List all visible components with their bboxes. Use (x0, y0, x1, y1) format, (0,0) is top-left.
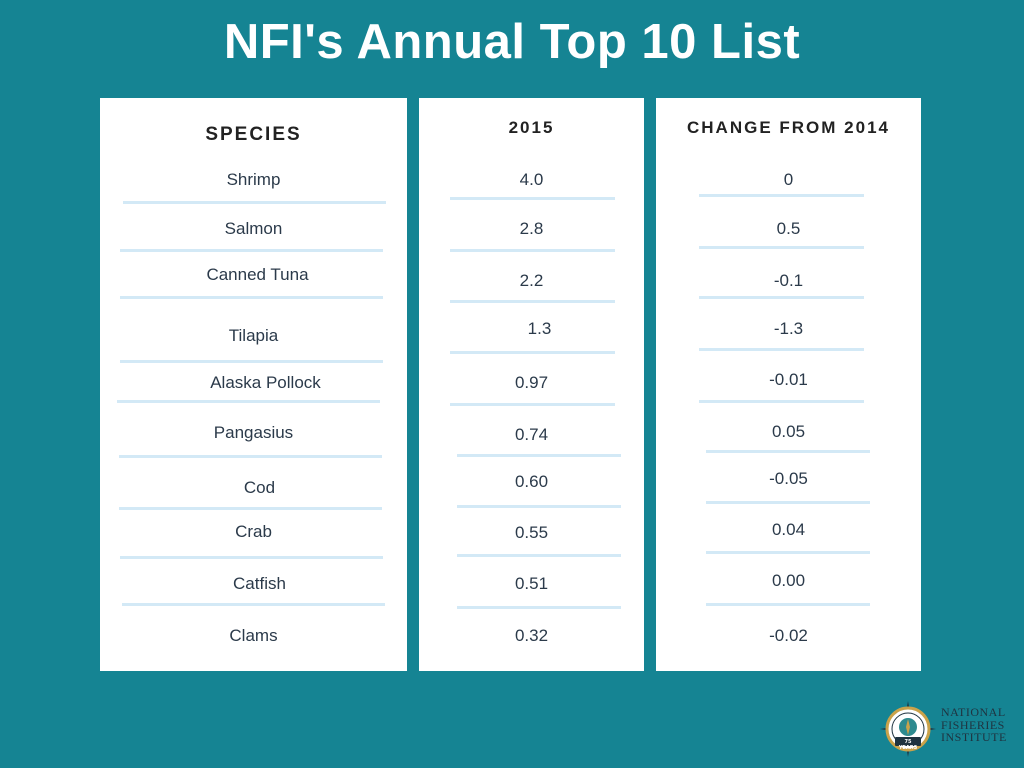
species-cell: Salmon (224, 219, 283, 238)
species-cell: Shrimp (226, 170, 281, 189)
species-cell: Catfish (233, 574, 286, 593)
row-divider (699, 400, 864, 403)
value-2015-cell: 0.32 (514, 626, 549, 645)
row-divider (699, 348, 864, 351)
change-cell: 0.04 (771, 520, 806, 539)
change-cell: -0.02 (769, 626, 808, 645)
row-divider (122, 603, 385, 606)
change-cell: -0.1 (773, 271, 804, 290)
value-2015-cell: 0.55 (514, 523, 549, 542)
row-divider (120, 360, 383, 363)
row-divider (699, 246, 864, 249)
logo-line-3: INSTITUTE (941, 730, 1007, 744)
species-column-panel: SPECIES Shrimp Salmon Canned Tuna Tilapia Al… (100, 98, 407, 671)
row-divider (457, 554, 621, 557)
change-cell: 0.5 (776, 219, 801, 238)
row-divider (117, 400, 380, 403)
species-cell: Crab (235, 522, 272, 541)
row-divider (706, 501, 870, 504)
year-2015-column-panel: 2015 4.0 2.8 2.2 1.3 0.97 0.74 0.60 0.55 0.51 0.3… (419, 98, 644, 671)
change-cell: 0.05 (771, 422, 806, 441)
row-divider (120, 249, 383, 252)
species-cell: Canned Tuna (206, 265, 309, 284)
species-column-header: SPECIES (205, 124, 302, 145)
value-2015-cell: 2.8 (519, 219, 544, 238)
species-cell: Tilapia (228, 326, 279, 345)
change-column-header: CHANGE FROM 2014 (687, 118, 890, 137)
row-divider (699, 194, 864, 197)
row-divider (706, 603, 870, 606)
row-divider (120, 296, 383, 299)
page-title: NFI's Annual Top 10 List (223, 15, 801, 69)
row-divider (699, 296, 864, 299)
row-divider (450, 403, 615, 406)
species-cell: Cod (243, 478, 276, 497)
species-cell: Alaska Pollock (210, 373, 321, 392)
row-divider (119, 455, 382, 458)
row-divider (120, 556, 383, 559)
change-cell: -0.05 (769, 469, 808, 488)
logo-line-1: NATIONAL (941, 705, 1006, 719)
year-2015-column-header: 2015 (508, 118, 555, 137)
row-divider (706, 450, 870, 453)
row-divider (119, 507, 382, 510)
value-2015-cell: 0.97 (514, 373, 549, 392)
row-divider (706, 551, 870, 554)
value-2015-cell: 0.51 (514, 574, 549, 593)
change-column-panel: CHANGE FROM 2014 0 0.5 -0.1 -1.3 -0.01 0.05 -0… (656, 98, 921, 671)
species-cell: Pangasius (213, 423, 294, 442)
row-divider (457, 606, 621, 609)
logo-line-2: FISHERIES (941, 717, 1005, 732)
value-2015-cell: 2.2 (519, 271, 544, 290)
row-divider (457, 454, 621, 457)
value-2015-cell: 0.60 (514, 472, 549, 491)
logo-wordmark: NATIONAL FISHERIES INSTITUTE (941, 706, 1007, 744)
row-divider (123, 201, 386, 204)
change-cell: 0 (783, 170, 794, 189)
change-cell: -0.01 (769, 370, 808, 389)
value-2015-cell: 4.0 (519, 170, 544, 189)
row-divider (450, 197, 615, 200)
value-2015-cell: 0.74 (514, 425, 549, 444)
value-2015-cell: 1.3 (527, 319, 552, 338)
species-cell: Clams (229, 626, 278, 645)
row-divider (450, 300, 615, 303)
row-divider (457, 505, 621, 508)
change-cell: -1.3 (773, 319, 804, 338)
logo-badge-text: 75 YEARS (898, 739, 918, 751)
change-cell: 0.00 (771, 571, 806, 590)
row-divider (450, 249, 615, 252)
row-divider (450, 351, 615, 354)
compass-seal-icon (880, 701, 936, 757)
nfi-logo: 75 YEARS NATIONAL FISHERIES INSTITUTE (879, 700, 1011, 758)
